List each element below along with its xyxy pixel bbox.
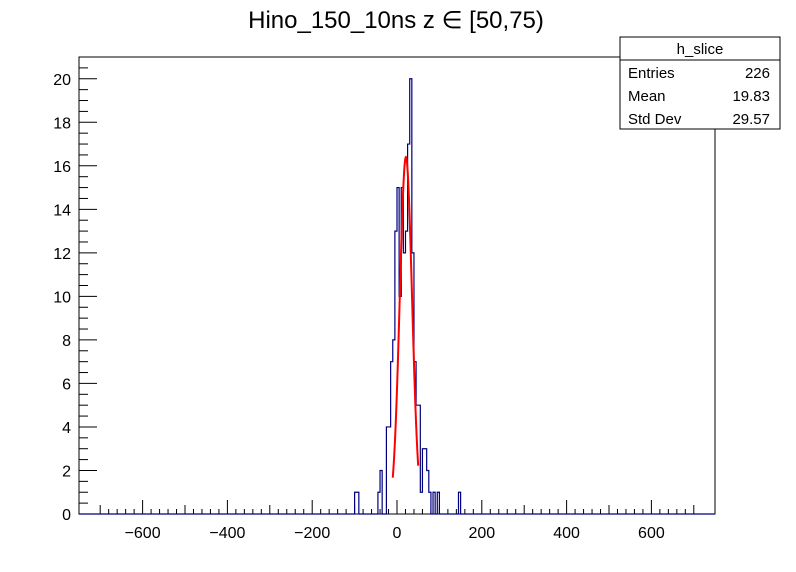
x-tick-label: −400 [209,525,245,542]
histogram-bin [389,427,391,514]
stats-label-std-dev: Std Dev [628,111,682,128]
y-tick-label: 10 [53,289,71,306]
histogram-bin [403,253,405,514]
stats-box: h_slice Entries 226 Mean 19.83 Std Dev 2… [619,36,781,130]
y-tick-label: 6 [62,376,71,393]
stats-label-mean: Mean [628,88,666,105]
y-tick-label: 12 [53,246,71,263]
y-tick-label: 8 [62,333,71,350]
y-tick-label: 14 [53,202,71,219]
stats-value-mean: 19.83 [732,88,770,105]
y-tick-label: 0 [62,507,71,524]
x-tick-label: 400 [553,525,580,542]
histogram-bin [405,231,407,514]
x-tick-label: −200 [294,525,330,542]
stats-label-entries: Entries [628,65,675,82]
histogram-outline [79,78,715,515]
x-tick-label: 0 [393,525,402,542]
stats-box-frame [619,36,781,130]
y-tick-label: 18 [53,115,71,132]
x-tick-label: −600 [125,525,161,542]
x-tick-label: 600 [638,525,665,542]
x-axis: −600 −400 −200 0 200 400 600 [99,500,695,542]
y-axis: 0 2 4 6 8 10 12 14 16 18 20 [53,56,97,524]
stats-value-entries: 226 [745,65,770,82]
x-tick-label: 200 [468,525,495,542]
stats-box-title: h_slice [677,41,724,58]
gaussian-fit [391,155,420,478]
y-tick-label: 20 [53,72,71,89]
y-tick-label: 4 [62,420,71,437]
histogram [79,78,715,515]
y-tick-label: 16 [53,159,71,176]
histogram-bin [393,340,395,514]
y-tick-label: 2 [62,463,71,480]
stats-value-std-dev: 29.57 [732,111,770,128]
fit-curve [391,155,420,478]
chart-title: Hino_150_10ns z ∈ [50,75) [248,7,544,34]
